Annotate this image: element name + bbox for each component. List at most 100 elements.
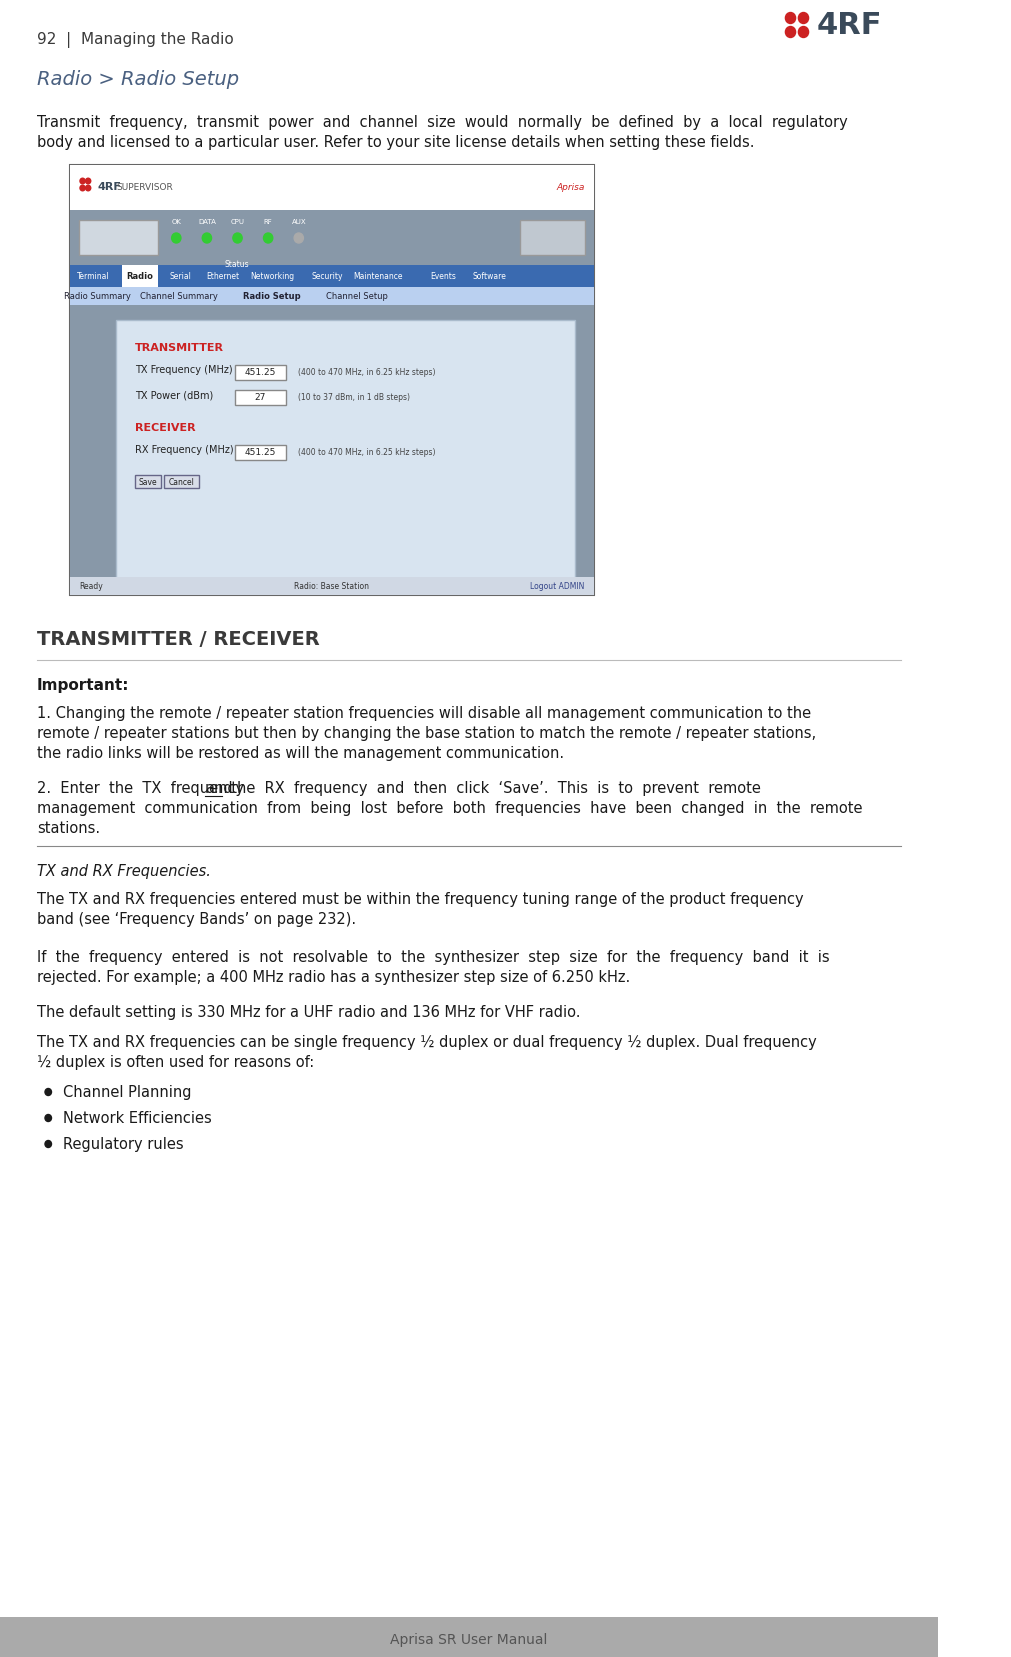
Text: 4RF: 4RF [97, 182, 121, 192]
Text: Radio: Base Station: Radio: Base Station [294, 582, 369, 590]
Circle shape [264, 234, 273, 244]
Text: Network Efficiencies: Network Efficiencies [63, 1110, 212, 1127]
Circle shape [45, 1140, 52, 1148]
Text: RECEIVER: RECEIVER [134, 423, 195, 432]
Text: 27: 27 [254, 393, 266, 401]
Text: remote / repeater stations but then by changing the base station to match the re: remote / repeater stations but then by c… [37, 726, 816, 741]
Text: Regulatory rules: Regulatory rules [63, 1137, 184, 1152]
Text: 451.25: 451.25 [244, 368, 275, 376]
Text: Events: Events [431, 272, 456, 280]
Text: Save: Save [139, 477, 157, 487]
Circle shape [202, 234, 211, 244]
Text: and: and [205, 780, 233, 795]
Text: If  the  frequency  entered  is  not  resolvable  to  the  synthesizer  step  si: If the frequency entered is not resolvab… [37, 949, 830, 964]
Bar [0, 1617, 938, 1657]
Circle shape [45, 1115, 52, 1122]
Text: Radio > Radio Setup: Radio > Radio Setup [37, 70, 240, 89]
Text: ½ duplex is often used for reasons of:: ½ duplex is often used for reasons of: [37, 1056, 314, 1070]
Text: Base Station: Base Station [88, 232, 148, 242]
Text: Network: Network [535, 232, 569, 242]
Text: Channel Planning: Channel Planning [63, 1085, 192, 1100]
Circle shape [86, 186, 91, 191]
Text: management  communication  from  being  lost  before  both  frequencies  have  b: management communication from being lost… [37, 800, 862, 815]
Bar [70, 305, 593, 595]
Text: stations.: stations. [37, 820, 100, 837]
Text: TX and RX Frequencies.: TX and RX Frequencies. [37, 863, 211, 878]
Text: the radio links will be restored as will the management communication.: the radio links will be restored as will… [37, 746, 564, 761]
Circle shape [799, 27, 809, 38]
Text: Logout ADMIN: Logout ADMIN [530, 582, 584, 590]
Text: Maintenance: Maintenance [353, 272, 402, 280]
Circle shape [786, 13, 796, 23]
Bar [235, 365, 286, 379]
Bar [116, 320, 575, 585]
Text: RF: RF [264, 219, 273, 225]
Bar [70, 166, 593, 595]
Text: OK: OK [171, 219, 181, 225]
Circle shape [80, 179, 85, 184]
Text: 2.  Enter  the  TX  frequency: 2. Enter the TX frequency [37, 780, 254, 795]
Text: TRANSMITTER / RECEIVER: TRANSMITTER / RECEIVER [37, 630, 319, 650]
Text: CPU: CPU [231, 219, 245, 225]
Text: TX Frequency (MHz): TX Frequency (MHz) [134, 365, 233, 374]
Text: the  RX  frequency  and  then  click  ‘Save’.  This  is  to  prevent  remote: the RX frequency and then click ‘Save’. … [221, 780, 760, 795]
Text: Ready: Ready [79, 582, 102, 590]
Text: Software: Software [473, 272, 507, 280]
Text: band (see ‘Frequency Bands’ on page 232).: band (see ‘Frequency Bands’ on page 232)… [37, 911, 356, 926]
Text: Cancel: Cancel [169, 477, 195, 487]
Text: body and licensed to a particular user. Refer to your site license details when : body and licensed to a particular user. … [37, 134, 754, 151]
Bar [235, 446, 286, 461]
Circle shape [86, 179, 91, 184]
Text: Transmit  frequency,  transmit  power  and  channel  size  would  normally  be  : Transmit frequency, transmit power and c… [37, 114, 848, 129]
Text: Ethernet: Ethernet [206, 272, 240, 280]
Text: Networking: Networking [250, 272, 294, 280]
Text: Channel Setup: Channel Setup [327, 292, 388, 300]
Text: Radio: Radio [126, 272, 154, 280]
Text: 4RF: 4RF [817, 10, 882, 40]
Bar [70, 166, 593, 210]
Text: Serial: Serial [170, 272, 192, 280]
Text: The TX and RX frequencies can be single frequency ½ duplex or dual frequency ½ d: The TX and RX frequencies can be single … [37, 1036, 817, 1051]
Circle shape [799, 13, 809, 23]
Bar [79, 220, 158, 255]
Text: 1. Changing the remote / repeater station frequencies will disable all managemen: 1. Changing the remote / repeater statio… [37, 706, 811, 721]
Text: The default setting is 330 MHz for a UHF radio and 136 MHz for VHF radio.: The default setting is 330 MHz for a UHF… [37, 1006, 580, 1021]
Text: Aprisa: Aprisa [556, 182, 584, 192]
Circle shape [786, 27, 796, 38]
Text: AUX: AUX [291, 219, 306, 225]
Circle shape [45, 1089, 52, 1095]
Text: Aprisa SR User Manual: Aprisa SR User Manual [390, 1634, 547, 1647]
Text: Terminal: Terminal [77, 272, 109, 280]
Text: Important:: Important: [37, 678, 129, 693]
Bar [134, 476, 161, 489]
Bar [70, 210, 593, 265]
Circle shape [80, 186, 85, 191]
Text: The TX and RX frequencies entered must be within the frequency tuning range of t: The TX and RX frequencies entered must b… [37, 891, 804, 906]
Text: Security: Security [311, 272, 344, 280]
Bar [70, 265, 593, 287]
Text: Status: Status [224, 260, 249, 268]
Text: Radio Setup: Radio Setup [243, 292, 300, 300]
Bar [70, 287, 593, 305]
Text: 92  |  Managing the Radio: 92 | Managing the Radio [37, 31, 234, 48]
Circle shape [172, 234, 181, 244]
Text: 451.25: 451.25 [244, 447, 275, 456]
Text: RX Frequency (MHz): RX Frequency (MHz) [134, 446, 234, 456]
Text: Channel Summary: Channel Summary [141, 292, 218, 300]
Text: TX Power (dBm): TX Power (dBm) [134, 389, 212, 399]
Bar [235, 389, 286, 404]
Circle shape [233, 234, 243, 244]
Text: DATA: DATA [198, 219, 215, 225]
Bar [520, 220, 584, 255]
Text: (10 to 37 dBm, in 1 dB steps): (10 to 37 dBm, in 1 dB steps) [298, 393, 409, 401]
Text: SUPERVISOR: SUPERVISOR [116, 182, 173, 192]
Text: Radio Summary: Radio Summary [64, 292, 130, 300]
Bar [164, 476, 199, 489]
Text: (400 to 470 MHz, in 6.25 kHz steps): (400 to 470 MHz, in 6.25 kHz steps) [298, 368, 436, 376]
Bar [70, 577, 593, 595]
Circle shape [294, 234, 303, 244]
Text: rejected. For example; a 400 MHz radio has a synthesizer step size of 6.250 kHz.: rejected. For example; a 400 MHz radio h… [37, 969, 631, 984]
Bar [122, 265, 158, 287]
Text: TRANSMITTER: TRANSMITTER [134, 343, 223, 353]
Text: (400 to 470 MHz, in 6.25 kHz steps): (400 to 470 MHz, in 6.25 kHz steps) [298, 447, 436, 456]
